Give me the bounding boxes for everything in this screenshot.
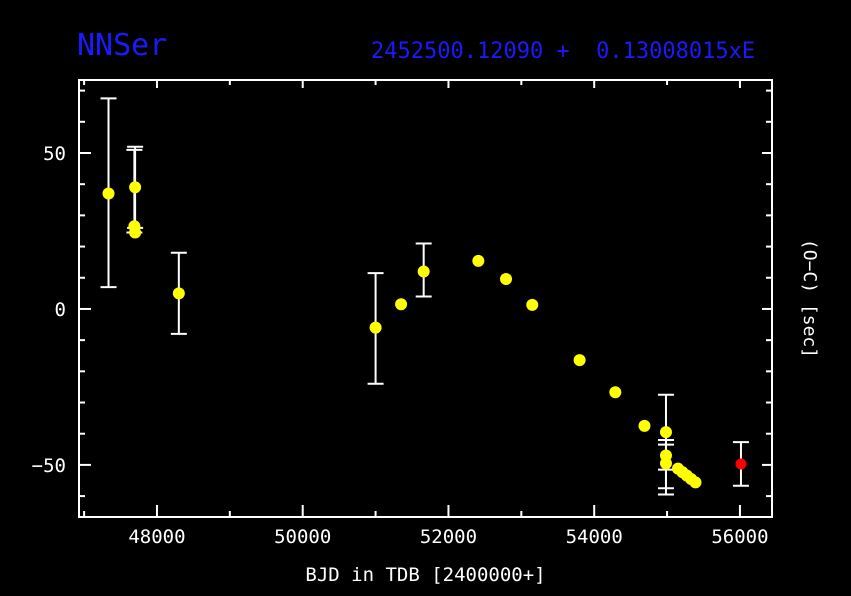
data-point-historical-eclipse-timings <box>172 287 185 300</box>
x-axis-title: BJD in TDB [2400000+] <box>305 564 545 586</box>
data-point-historical-eclipse-timings <box>472 254 485 267</box>
plot-title: NNSer <box>77 28 168 63</box>
x-tick-label: 54000 <box>566 526 623 548</box>
x-tick-label: 48000 <box>128 526 185 548</box>
data-point-historical-eclipse-timings <box>689 476 702 489</box>
data-point-historical-eclipse-timings <box>526 298 539 311</box>
y-axis-title-right: (O−C) [sec] <box>799 239 820 358</box>
x-tick-label: 56000 <box>711 526 768 548</box>
data-point-historical-eclipse-timings <box>129 226 142 239</box>
plot-frame <box>78 79 773 518</box>
data-point-historical-eclipse-timings <box>638 419 651 432</box>
y-tick-label: 50 <box>43 143 66 165</box>
data-point-historical-eclipse-timings <box>369 321 382 334</box>
data-point-historical-eclipse-timings <box>659 457 672 470</box>
data-point-historical-eclipse-timings <box>395 298 408 311</box>
data-point-historical-eclipse-timings <box>659 426 672 439</box>
data-point-new-eclipse-timing <box>735 458 747 470</box>
y-tick-label: 0 <box>55 299 66 321</box>
x-tick-label: 50000 <box>274 526 331 548</box>
data-point-historical-eclipse-timings <box>573 354 586 367</box>
ephemeris-label: 2452500.12090 + 0.13008015xE <box>371 39 756 64</box>
data-point-historical-eclipse-timings <box>129 181 142 194</box>
data-point-historical-eclipse-timings <box>417 265 430 278</box>
y-tick-label: −50 <box>32 455 66 477</box>
data-point-historical-eclipse-timings <box>609 386 622 399</box>
data-point-historical-eclipse-timings <box>500 273 513 286</box>
data-point-historical-eclipse-timings <box>102 187 115 200</box>
x-tick-label: 52000 <box>420 526 477 548</box>
